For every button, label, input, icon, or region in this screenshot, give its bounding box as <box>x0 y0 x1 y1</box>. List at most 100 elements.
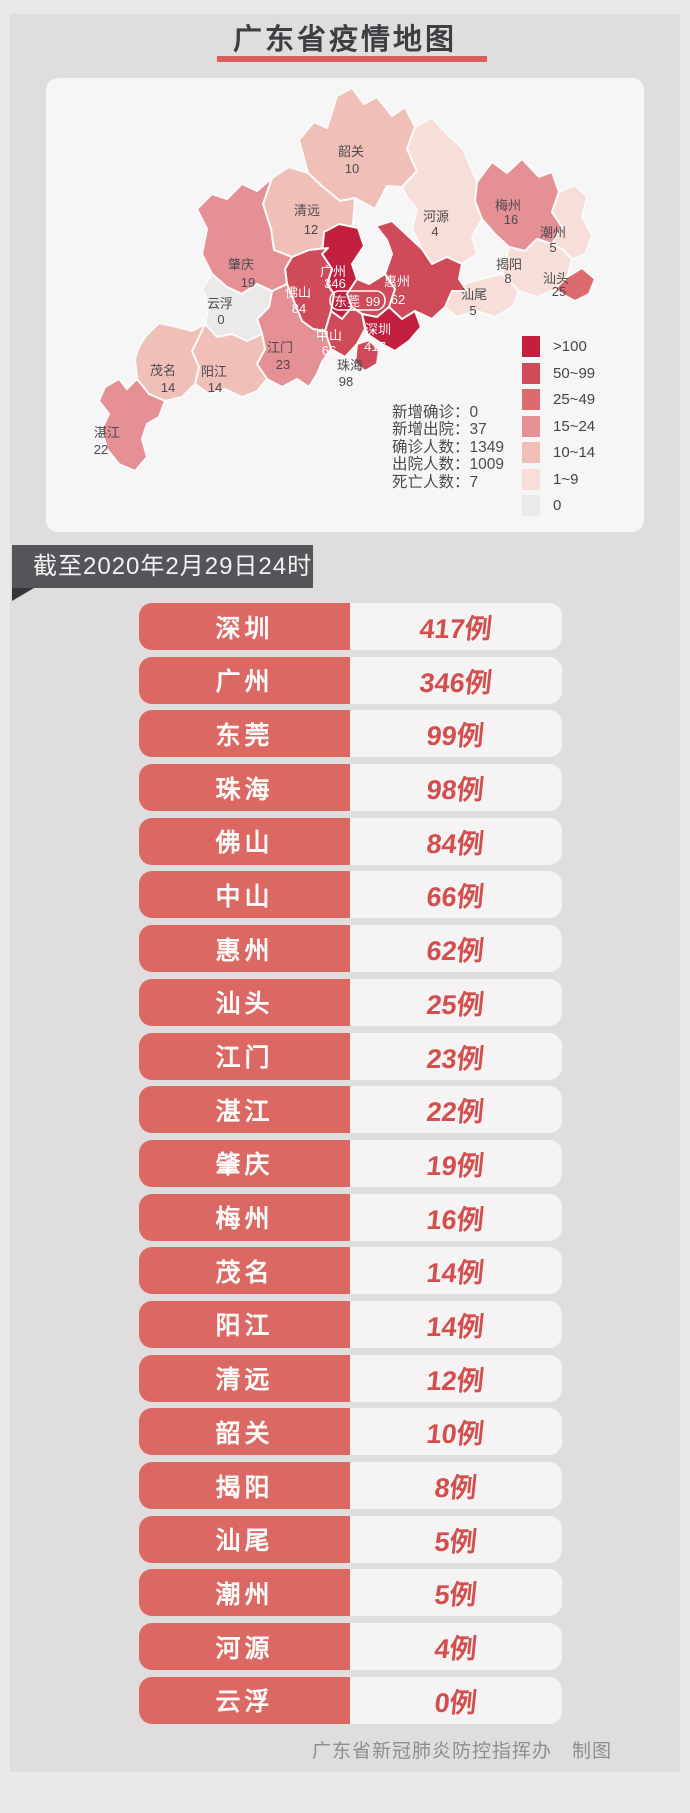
legend-label: 15~24 <box>553 417 596 435</box>
city-cell: 东莞 <box>139 710 350 758</box>
map-label-shanwei: 汕尾 <box>461 287 487 302</box>
stats-block: 新增确诊：0 新增出院：37 确诊人数：1349 出院人数：1009 死亡人数：7 <box>392 404 504 491</box>
cases-text: 5例 <box>433 1526 479 1557</box>
stat-line: 新增确诊：0 <box>392 404 479 421</box>
cases-cell: 62例 <box>350 925 562 973</box>
map-value-zhaoqing: 19 <box>241 275 255 290</box>
cases-text: 84例 <box>425 828 486 859</box>
cases-text: 4例 <box>433 1634 479 1665</box>
stat-line: 新增出院：37 <box>392 421 487 439</box>
title-underline <box>217 56 487 62</box>
table-row: 佛山 84例 <box>139 817 562 865</box>
legend-swatch <box>522 389 540 410</box>
city-cell: 深圳 <box>139 603 350 650</box>
legend-item: 1~9 <box>522 468 595 490</box>
map-label-heyuan: 河源 <box>423 209 449 224</box>
legend-item: 50~99 <box>522 362 595 384</box>
table-row: 清远 12例 <box>139 1354 562 1402</box>
map-label-yunfu: 云浮 <box>207 296 233 311</box>
legend-label: 0 <box>553 497 562 514</box>
cases-cell: 4例 <box>350 1623 562 1671</box>
cases-cell: 0例 <box>350 1676 562 1724</box>
cases-text: 0例 <box>433 1687 479 1718</box>
map-value-yangjiang: 14 <box>208 380 222 395</box>
map-region-zhanjiang <box>98 378 166 472</box>
legend-label: 25~49 <box>553 391 596 408</box>
city-cell: 阳江 <box>139 1300 350 1348</box>
city-cell: 河源 <box>139 1623 350 1671</box>
table-row: 汕尾 5例 <box>139 1515 562 1563</box>
legend-swatch <box>522 495 540 516</box>
table-row: 中山 66例 <box>139 871 562 919</box>
map-label-dongguan: 东莞 <box>334 294 360 309</box>
cases-text: 98例 <box>425 775 486 806</box>
legend-item: 10~14 <box>522 442 595 463</box>
cases-cell: 23例 <box>350 1032 562 1080</box>
map-label-huizhou: 惠州 <box>384 274 410 289</box>
legend-label: >100 <box>553 338 587 355</box>
cases-cell: 14例 <box>350 1300 562 1348</box>
map-label-qingyuan: 清远 <box>294 203 320 218</box>
map-value-zhuhai: 98 <box>339 374 353 389</box>
map-value-zhanjiang: 22 <box>94 442 108 457</box>
legend-swatch <box>522 442 540 463</box>
city-cell: 汕头 <box>139 978 350 1026</box>
date-banner: 截至2020年2月29日24时 <box>12 545 313 588</box>
city-cell: 肇庆 <box>139 1139 350 1187</box>
map-region-shanwei <box>444 273 520 318</box>
city-cell: 潮州 <box>139 1569 350 1617</box>
cases-text: 19例 <box>425 1150 486 1181</box>
map-region-shaoguan <box>298 87 418 210</box>
cases-cell: 8例 <box>350 1462 562 1509</box>
cases-cell: 5例 <box>350 1569 562 1617</box>
city-cell: 湛江 <box>139 1086 350 1134</box>
cases-text: 25例 <box>425 989 486 1020</box>
city-cell: 珠海 <box>139 764 350 812</box>
banner-fold <box>12 588 34 601</box>
table-row: 揭阳 8例 <box>139 1462 562 1509</box>
map-label-zhongshan: 中山 <box>316 328 342 343</box>
map-value-shaoguan: 10 <box>345 161 359 176</box>
cases-cell: 25例 <box>350 978 562 1026</box>
map-value-huizhou: 62 <box>391 292 405 307</box>
legend-item: 15~24 <box>522 415 596 437</box>
cases-cell: 19例 <box>350 1139 562 1187</box>
map-label-zhaoqing: 肇庆 <box>228 257 254 272</box>
table-row: 梅州 16例 <box>139 1193 562 1241</box>
cases-text: 8例 <box>433 1473 479 1503</box>
city-cell: 佛山 <box>139 817 350 865</box>
stat-line: 死亡人数：7 <box>392 473 479 491</box>
cases-cell: 22例 <box>350 1086 562 1134</box>
map-value-maoming: 14 <box>161 380 175 395</box>
map-value-shanwei: 5 <box>469 303 476 318</box>
city-cell: 韶关 <box>139 1408 350 1456</box>
cases-text: 22例 <box>425 1097 486 1128</box>
table-row: 云浮 0例 <box>139 1676 562 1724</box>
table-row: 广州 346例 <box>139 656 562 704</box>
page-title: 广东省疫情地图 <box>232 24 457 56</box>
map-label-maoming: 茂名 <box>150 363 176 378</box>
map-label-yangjiang: 阳江 <box>201 364 227 379</box>
cases-cell: 14例 <box>350 1247 562 1295</box>
map-label-zhanjiang: 湛江 <box>94 425 120 440</box>
city-cell: 茂名 <box>139 1247 350 1295</box>
map-label-guangzhou: 广州 <box>320 264 346 279</box>
map-label-jiangmen: 江门 <box>267 340 293 355</box>
map-value-foshan: 84 <box>292 301 306 316</box>
city-cell: 揭阳 <box>139 1462 350 1509</box>
table-row: 阳江 14例 <box>139 1300 562 1348</box>
table-row: 深圳 417例 <box>139 603 562 650</box>
legend-swatch <box>522 362 540 384</box>
map-region-maoming <box>134 322 206 402</box>
stat-line: 出院人数：1009 <box>392 456 504 474</box>
cases-cell: 10例 <box>350 1408 562 1456</box>
stat-line: 确诊人数：1349 <box>392 438 504 456</box>
table-row: 肇庆 19例 <box>139 1139 562 1187</box>
date-banner-text: 截至2020年2月29日24时 <box>33 553 313 580</box>
map-region-zhuhai <box>354 339 380 372</box>
map-region-chaozhou <box>551 184 593 260</box>
map-label-chaozhou: 潮州 <box>540 225 566 240</box>
dongguan-label-box <box>329 290 386 311</box>
city-cell: 清远 <box>139 1354 350 1402</box>
map-value-shenzhen: 417 <box>364 339 386 354</box>
